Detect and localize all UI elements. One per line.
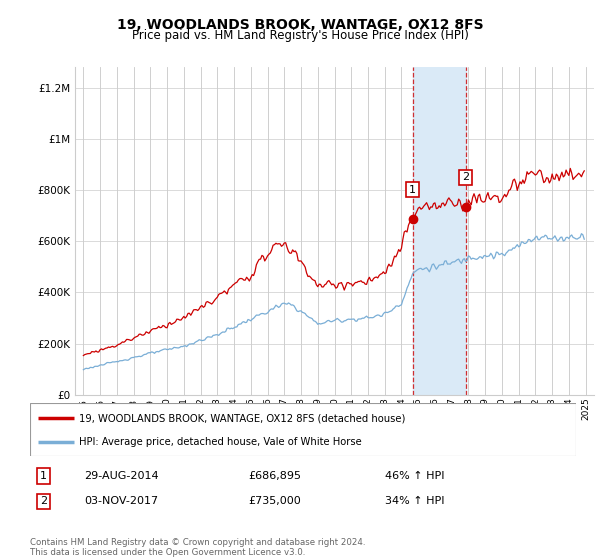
Text: £735,000: £735,000	[248, 496, 301, 506]
Text: 2: 2	[462, 172, 469, 183]
Text: 19, WOODLANDS BROOK, WANTAGE, OX12 8FS (detached house): 19, WOODLANDS BROOK, WANTAGE, OX12 8FS (…	[79, 413, 406, 423]
Text: 2: 2	[40, 496, 47, 506]
Text: Contains HM Land Registry data © Crown copyright and database right 2024.
This d: Contains HM Land Registry data © Crown c…	[30, 538, 365, 557]
Text: 1: 1	[40, 471, 47, 481]
Text: 19, WOODLANDS BROOK, WANTAGE, OX12 8FS: 19, WOODLANDS BROOK, WANTAGE, OX12 8FS	[116, 18, 484, 32]
Text: £686,895: £686,895	[248, 471, 301, 481]
Text: 34% ↑ HPI: 34% ↑ HPI	[385, 496, 445, 506]
Text: Price paid vs. HM Land Registry's House Price Index (HPI): Price paid vs. HM Land Registry's House …	[131, 29, 469, 42]
Text: 03-NOV-2017: 03-NOV-2017	[85, 496, 159, 506]
Bar	[413, 67, 466, 395]
Text: HPI: Average price, detached house, Vale of White Horse: HPI: Average price, detached house, Vale…	[79, 436, 362, 446]
Text: 46% ↑ HPI: 46% ↑ HPI	[385, 471, 445, 481]
Text: 29-AUG-2014: 29-AUG-2014	[85, 471, 159, 481]
Text: 1: 1	[409, 185, 416, 195]
